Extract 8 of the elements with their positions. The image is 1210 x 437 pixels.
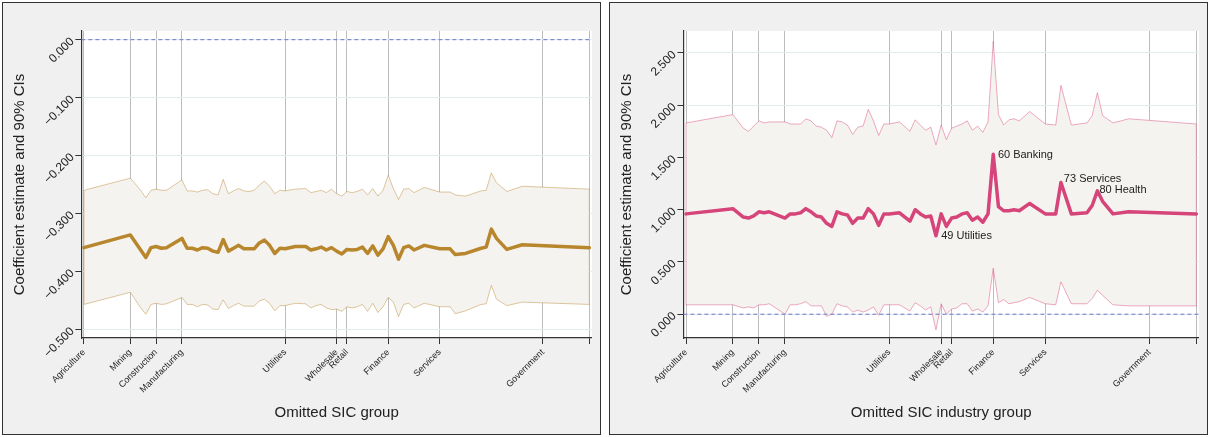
x-axis-title: Omitted SIC group xyxy=(274,403,399,421)
y-axis-title: Coefficient estimate and 90% CIs xyxy=(617,73,635,296)
annotation: 60 Banking xyxy=(997,148,1053,161)
annotation: 80 Health xyxy=(1099,183,1147,196)
annotation: 49 Utilities xyxy=(941,229,993,242)
x-axis-title: Omitted SIC industry group xyxy=(850,403,1032,421)
y-axis-title: Coefficient estimate and 90% CIs xyxy=(10,73,28,296)
annotation: 73 Services xyxy=(1063,172,1122,185)
